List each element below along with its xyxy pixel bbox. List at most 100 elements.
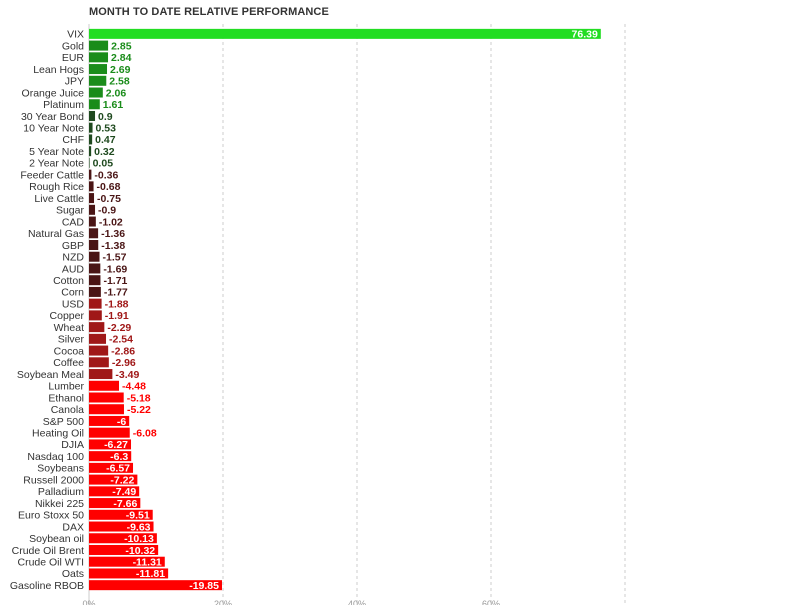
bar <box>89 568 169 579</box>
category-label: Lumber <box>48 381 84 393</box>
bar <box>89 474 138 485</box>
bar <box>89 275 101 286</box>
category-label: USD <box>62 298 85 310</box>
value-label: -6.08 <box>133 427 157 439</box>
value-label: -4.48 <box>122 381 146 393</box>
category-label: Rough Rice <box>29 181 84 193</box>
bar <box>89 345 109 356</box>
bar <box>89 427 130 438</box>
value-label: -1.36 <box>101 228 125 240</box>
bar <box>89 404 124 415</box>
category-label: Coffee <box>53 357 84 369</box>
category-label: Lean Hogs <box>33 64 84 76</box>
x-axis-tick-labels: 0% 20% 40% 60% <box>82 599 500 605</box>
bar <box>89 157 90 168</box>
chart-title: MONTH TO DATE RELATIVE PERFORMANCE <box>89 6 329 18</box>
grid-lines <box>88 24 626 605</box>
value-label: -11.31 <box>133 557 162 569</box>
bar <box>89 415 130 426</box>
value-label: -1.77 <box>104 287 128 299</box>
category-label: Heating Oil <box>32 427 84 439</box>
category-label: Ethanol <box>48 392 84 404</box>
category-label: Russell 2000 <box>23 474 84 486</box>
category-label: Palladium <box>38 486 84 498</box>
category-label: Orange Juice <box>22 87 85 99</box>
value-label: -9.51 <box>126 510 150 522</box>
value-label: -11.81 <box>136 568 165 580</box>
value-label: -5.22 <box>127 404 151 416</box>
category-label: Gasoline RBOB <box>10 580 84 592</box>
bar <box>89 380 120 391</box>
category-label: DJIA <box>61 439 84 451</box>
value-label: -6.57 <box>106 463 130 475</box>
value-label: -6 <box>117 416 126 428</box>
bar <box>89 204 96 215</box>
category-label: Corn <box>61 287 84 299</box>
category-label: NZD <box>62 252 84 264</box>
value-label: -1.02 <box>99 216 123 228</box>
value-label: -2.96 <box>112 357 136 369</box>
x-tick-label: 40% <box>348 599 366 605</box>
x-tick-label: 20% <box>214 599 232 605</box>
bar <box>89 369 113 380</box>
bar <box>89 322 105 333</box>
value-label: -7.49 <box>112 486 136 498</box>
value-label: 0.53 <box>96 123 117 135</box>
category-label: Natural Gas <box>28 228 84 240</box>
category-label: Nasdaq 100 <box>27 451 84 463</box>
value-label: 0.32 <box>94 146 115 158</box>
category-label: Soybeans <box>37 463 84 475</box>
bar <box>89 87 103 98</box>
bar <box>89 134 93 145</box>
bar <box>89 216 96 227</box>
value-label: 0.05 <box>93 158 114 170</box>
category-label: Canola <box>51 404 84 416</box>
bars <box>89 28 601 591</box>
bar <box>89 110 96 121</box>
category-label: CAD <box>62 216 85 228</box>
bar <box>89 521 154 532</box>
category-label: S&P 500 <box>43 416 84 428</box>
value-label: -10.32 <box>125 545 155 557</box>
bar <box>89 310 102 321</box>
value-label: 1.61 <box>103 99 124 111</box>
bar <box>89 122 93 133</box>
category-label: Feeder Cattle <box>20 169 84 181</box>
category-label: Soybean oil <box>29 533 84 545</box>
bar <box>89 193 95 204</box>
bar <box>89 556 165 567</box>
category-label: VIX <box>67 29 84 41</box>
category-label: Gold <box>62 40 84 52</box>
category-label: Nikkei 225 <box>35 498 84 510</box>
bar <box>89 486 140 497</box>
value-label: 2.84 <box>111 52 132 64</box>
bar <box>89 263 101 274</box>
category-label: Live Cattle <box>34 193 84 205</box>
category-label: Copper <box>50 310 85 322</box>
value-label: -0.75 <box>97 193 121 205</box>
bar <box>89 498 141 509</box>
value-label: -6.27 <box>104 439 128 451</box>
value-label: -10.13 <box>124 533 154 545</box>
value-label: 2.85 <box>111 40 132 52</box>
bar <box>89 544 159 555</box>
category-label: 5 Year Note <box>29 146 84 158</box>
value-label: -2.86 <box>111 345 135 357</box>
value-label: -1.91 <box>105 310 129 322</box>
category-label: 10 Year Note <box>23 123 84 135</box>
category-label: Cocoa <box>54 345 85 357</box>
x-tick-label: 0% <box>82 599 95 605</box>
value-label: -1.88 <box>105 298 129 310</box>
bar <box>89 439 132 450</box>
category-label: Sugar <box>56 205 85 217</box>
value-label: -1.69 <box>103 263 127 275</box>
value-label: -5.18 <box>127 392 151 404</box>
value-label: -0.36 <box>94 169 118 181</box>
x-tick-label: 60% <box>482 599 500 605</box>
bar <box>89 40 109 51</box>
category-label: Wheat <box>54 322 84 334</box>
bar <box>89 509 153 520</box>
category-label: EUR <box>62 52 85 64</box>
bar <box>89 392 124 403</box>
